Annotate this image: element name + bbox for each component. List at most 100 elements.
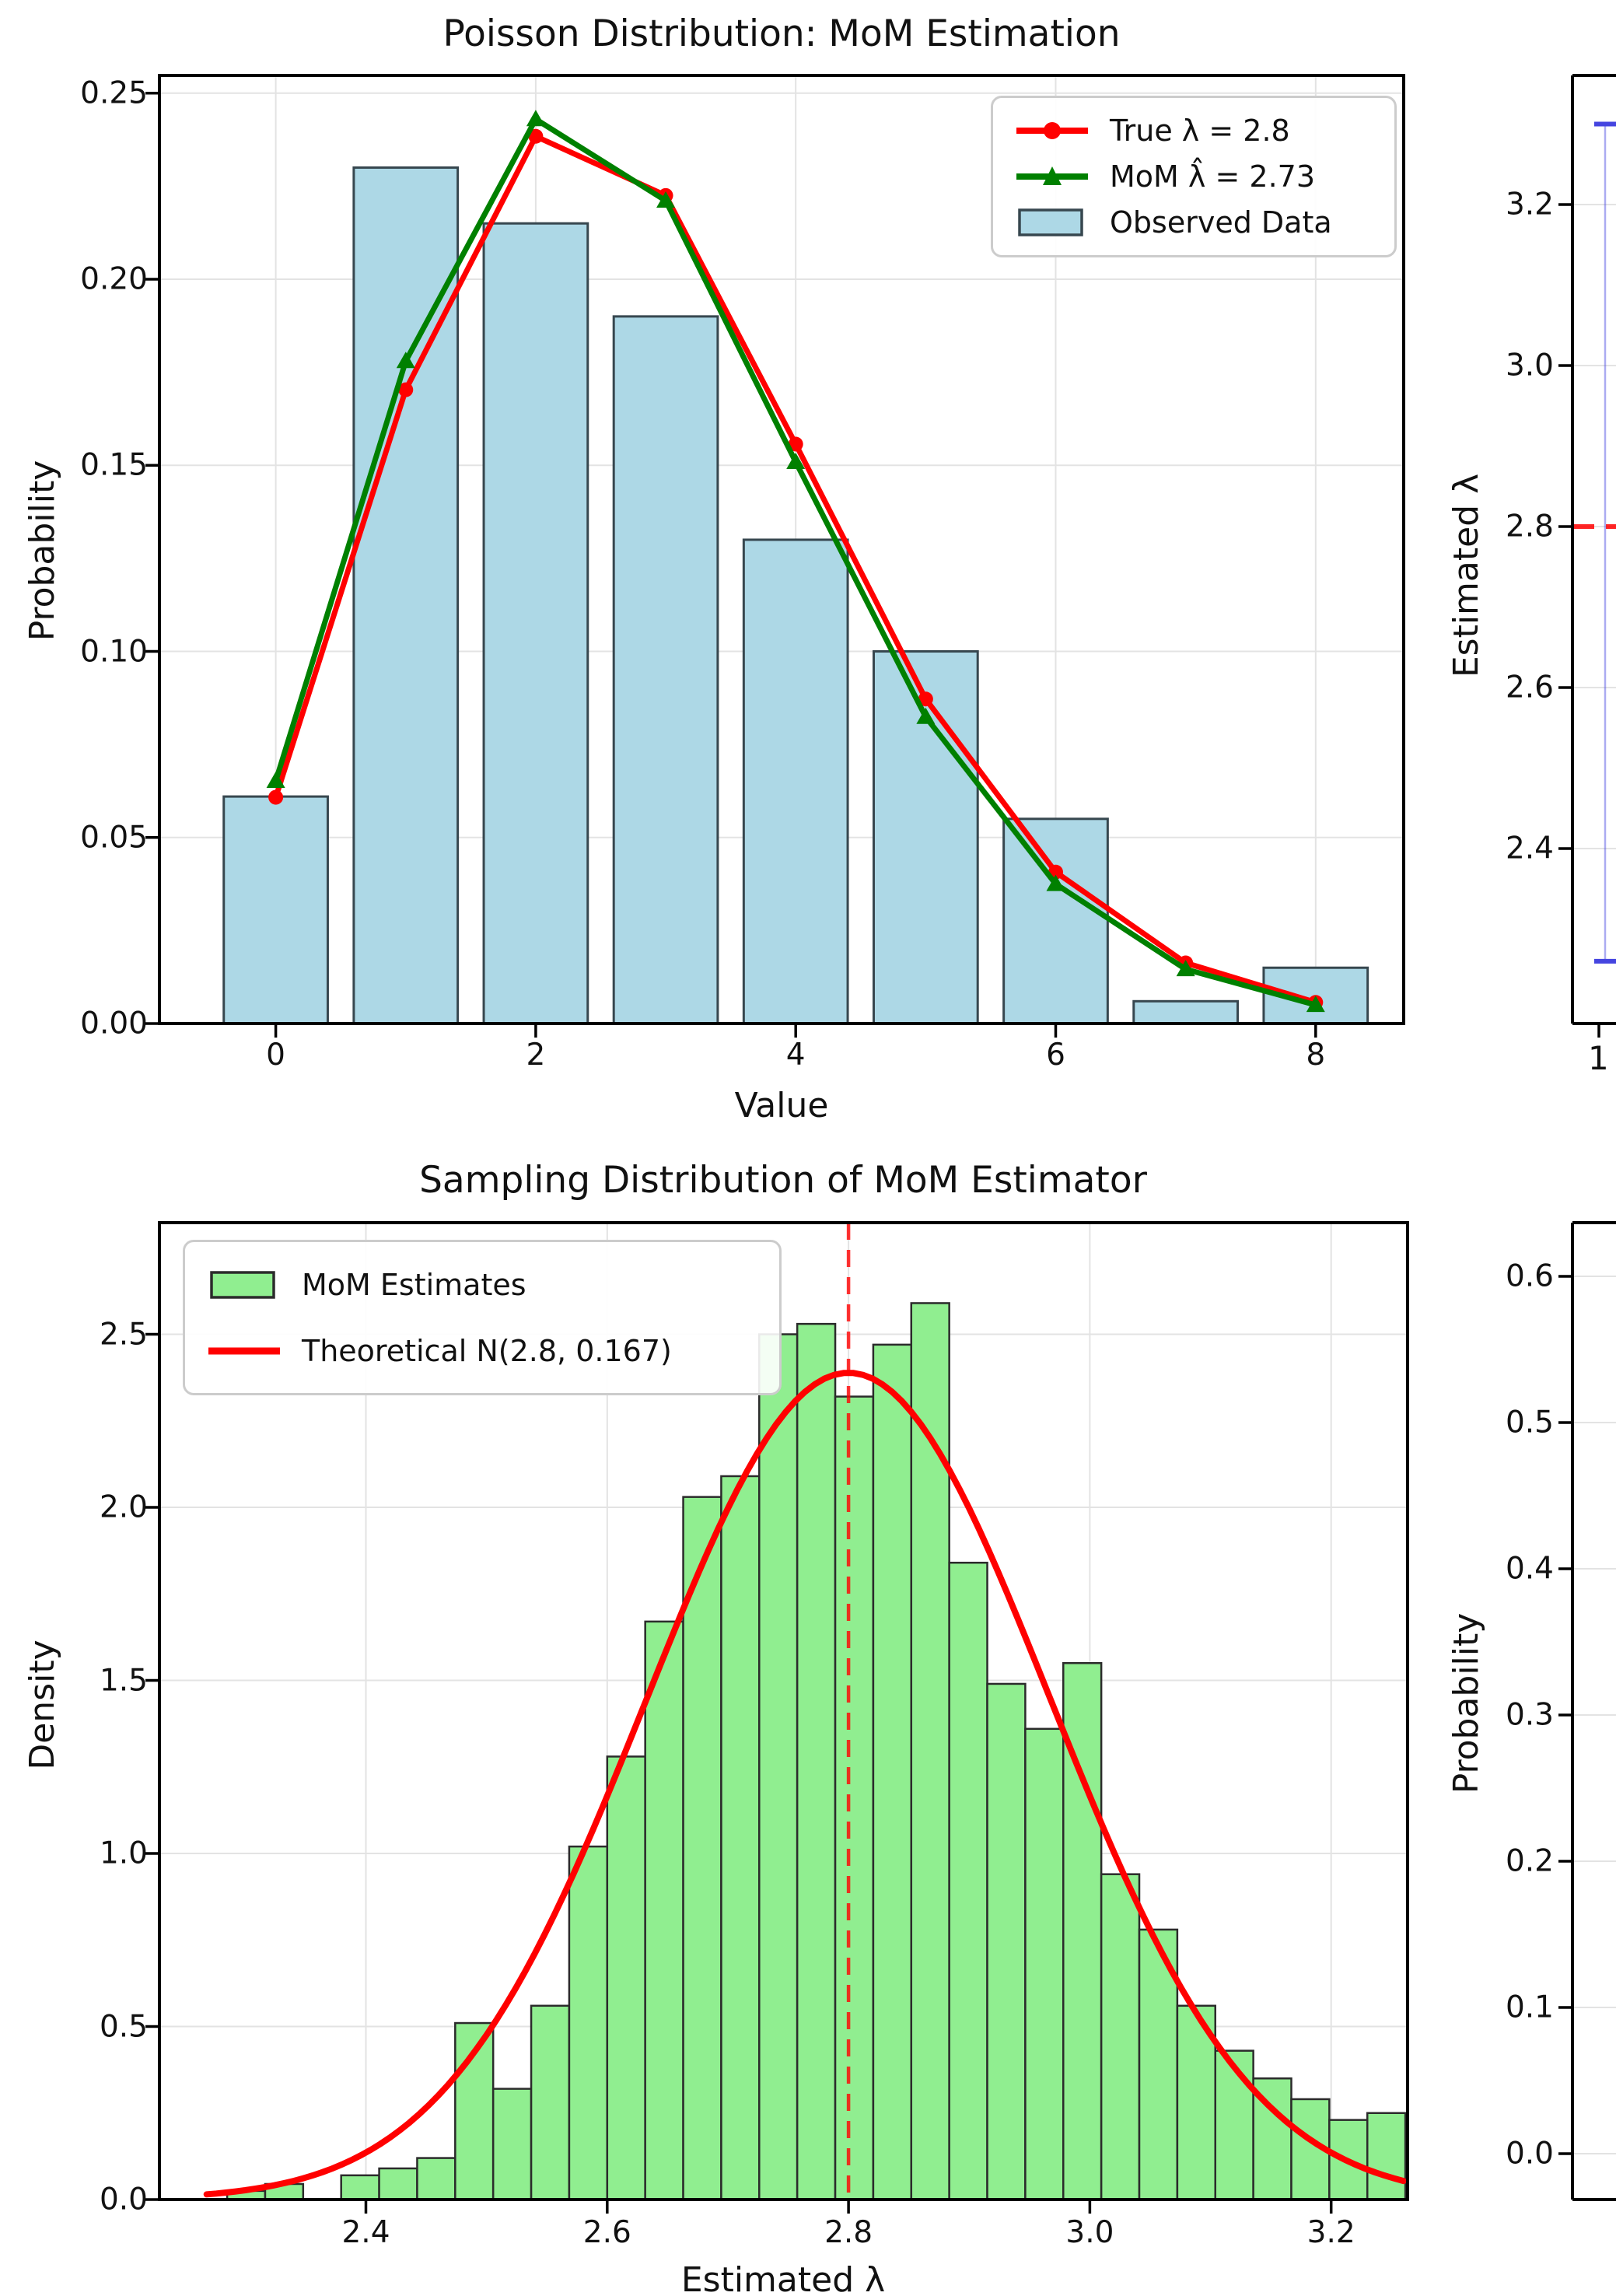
mom-estimate-hist-bar <box>948 1561 988 2201</box>
mom-estimate-hist-bar <box>340 2174 380 2201</box>
mom-pmf-marker <box>396 352 415 369</box>
subplot2-ylabel: Estimated λ <box>1446 473 1486 678</box>
true-pmf-marker <box>268 789 284 805</box>
observed-data-bar <box>482 222 589 1025</box>
subplot3-title: Sampling Distribution of MoM Estimator <box>419 1159 1147 1202</box>
legend-item-true-lambda: True λ = 2.8 <box>1013 114 1374 148</box>
observed-data-bar <box>1132 999 1240 1025</box>
subplot1-ytick-label: 0.00 <box>80 1006 148 1041</box>
subplot1-xtick-label: 6 <box>1046 1038 1065 1073</box>
mom-estimate-hist-bar <box>682 1496 722 2201</box>
observed-data-bar <box>1002 817 1109 1025</box>
red-line-icon <box>208 1347 280 1354</box>
subplot3-xtick-label: 3.2 <box>1306 2215 1355 2250</box>
subplot4-ytick-label: 0.0 <box>1505 2136 1554 2172</box>
legend-item-observed-data: Observed Data <box>1013 205 1374 240</box>
subplot1-xtick-label: 8 <box>1306 1038 1326 1073</box>
subplot1-xlabel: Value <box>734 1086 829 1125</box>
mom-estimate-hist-bar <box>986 1682 1027 2201</box>
subplot4-ytick-label: 0.3 <box>1505 1697 1554 1733</box>
mom-estimate-hist-bar <box>910 1302 950 2201</box>
theoretical-normal-curve <box>203 1370 1407 2198</box>
mom-estimate-hist-bar <box>454 2021 495 2201</box>
subplot1-ytick-label: 0.25 <box>80 75 148 111</box>
subplot3-xtick-label: 2.8 <box>824 2215 873 2250</box>
mom-pmf-marker <box>786 452 806 469</box>
subplot4-ytick-label: 0.1 <box>1505 1990 1554 2025</box>
mom-estimate-hist-bar <box>1024 1727 1065 2201</box>
mom-estimate-hist-bar <box>568 1845 609 2201</box>
mom-pmf-marker <box>656 191 676 208</box>
subplot3-ytick-label: 2.5 <box>99 1317 148 1352</box>
mom-pmf-marker <box>916 707 936 724</box>
subplot4-ytick-label: 0.5 <box>1505 1405 1554 1440</box>
true-pmf-marker <box>398 382 414 397</box>
legend-label-mom-estimates: MoM Estimates <box>302 1267 526 1302</box>
subplot1-ytick-label: 0.05 <box>80 820 148 856</box>
subplot3-ytick-label: 1.0 <box>99 1836 148 1871</box>
mom-pmf-marker <box>526 110 545 127</box>
subplot1-ytick-label: 0.10 <box>80 634 148 669</box>
legend-item-mom-estimates: MoM Estimates <box>205 1268 759 1302</box>
mom-estimate-hist-bar <box>416 2157 456 2201</box>
true-pmf-marker <box>788 436 803 452</box>
red-line-circle-marker-icon <box>1016 121 1088 139</box>
lightblue-patch-icon <box>1018 208 1083 237</box>
mom-pmf-marker <box>266 772 285 789</box>
subplot3-ytick-label: 0.5 <box>99 2009 148 2044</box>
observed-data-bar <box>742 538 849 1025</box>
subplot3-xlabel: Estimated λ <box>680 2260 886 2296</box>
subplot2-ytick-label: 3.2 <box>1505 187 1554 222</box>
subplot1-xtick-label: 0 <box>266 1038 286 1073</box>
subplot3-xtick-label: 2.4 <box>341 2215 390 2250</box>
legend-item-mom-lambda: MoM λ̂ = 2.73 <box>1013 159 1374 194</box>
mom-estimate-hist-bar <box>644 1620 684 2201</box>
subplot2-ytick-label: 2.4 <box>1505 831 1554 866</box>
subplot2-xtick-label: 1 <box>1588 1039 1609 1077</box>
subplot3-xtick-label: 2.6 <box>582 2215 631 2250</box>
subplot1-frame <box>158 74 1405 1025</box>
mom-estimate-hist-bar <box>872 1343 913 2201</box>
observed-data-bar <box>612 315 719 1025</box>
legend-subplot3: MoM Estimates Theoretical N(2.8, 0.167) <box>183 1240 782 1395</box>
subplot4-ytick-label: 0.4 <box>1505 1551 1554 1587</box>
mom-estimate-hist-bar <box>1100 1873 1141 2201</box>
subplot1-ytick-label: 0.15 <box>80 447 148 483</box>
legend-item-theoretical-normal: Theoretical N(2.8, 0.167) <box>205 1334 759 1368</box>
subplot1-xtick-label: 2 <box>526 1038 546 1073</box>
subplot4-ytick-label: 0.2 <box>1505 1843 1554 1879</box>
legend-label-theoretical-normal: Theoretical N(2.8, 0.167) <box>302 1333 672 1368</box>
mom-estimate-hist-bar <box>758 1333 799 2201</box>
mom-pmf-marker <box>1046 874 1065 891</box>
mom-estimate-hist-bar <box>1214 2049 1254 2201</box>
subplot4-ytick-label: 0.6 <box>1505 1258 1554 1294</box>
subplot1-ytick-label: 0.20 <box>80 261 148 297</box>
mom-estimate-hist-bar <box>834 1395 875 2201</box>
mom-pmf-marker <box>1176 960 1195 977</box>
subplot1-xtick-label: 4 <box>785 1038 806 1073</box>
mom-estimate-hist-bar <box>796 1322 837 2201</box>
mom-estimate-hist-bar <box>378 2167 418 2201</box>
green-line-triangle-marker-icon <box>1016 166 1088 185</box>
subplot3-xtick-label: 3.0 <box>1065 2215 1114 2250</box>
mom-estimate-hist-bar <box>1366 2112 1407 2201</box>
true-pmf-marker <box>528 128 544 144</box>
mom-estimate-hist-bar <box>491 2088 533 2201</box>
mom-estimate-hist-bar <box>720 1475 761 2201</box>
mom-estimate-hist-bar <box>606 1755 646 2201</box>
legend-label-mom-lambda: MoM λ̂ = 2.73 <box>1110 159 1315 194</box>
subplot3-ytick-label: 2.0 <box>99 1489 148 1525</box>
lightgreen-patch-icon <box>210 1270 275 1299</box>
subplot1-ylabel: Probability <box>23 460 62 642</box>
observed-data-bar <box>352 166 460 1025</box>
subplot2-ytick-label: 2.8 <box>1505 509 1554 544</box>
observed-data-bar <box>872 650 979 1025</box>
legend-label-observed-data: Observed Data <box>1110 205 1332 240</box>
true-pmf-marker <box>918 691 933 707</box>
subplot2-ytick-label: 3.0 <box>1505 348 1554 383</box>
subplot3-ytick-label: 0.0 <box>99 2182 148 2217</box>
mom-estimate-hist-bar <box>530 2004 571 2201</box>
subplot1-title: Poisson Distribution: MoM Estimation <box>442 12 1121 55</box>
